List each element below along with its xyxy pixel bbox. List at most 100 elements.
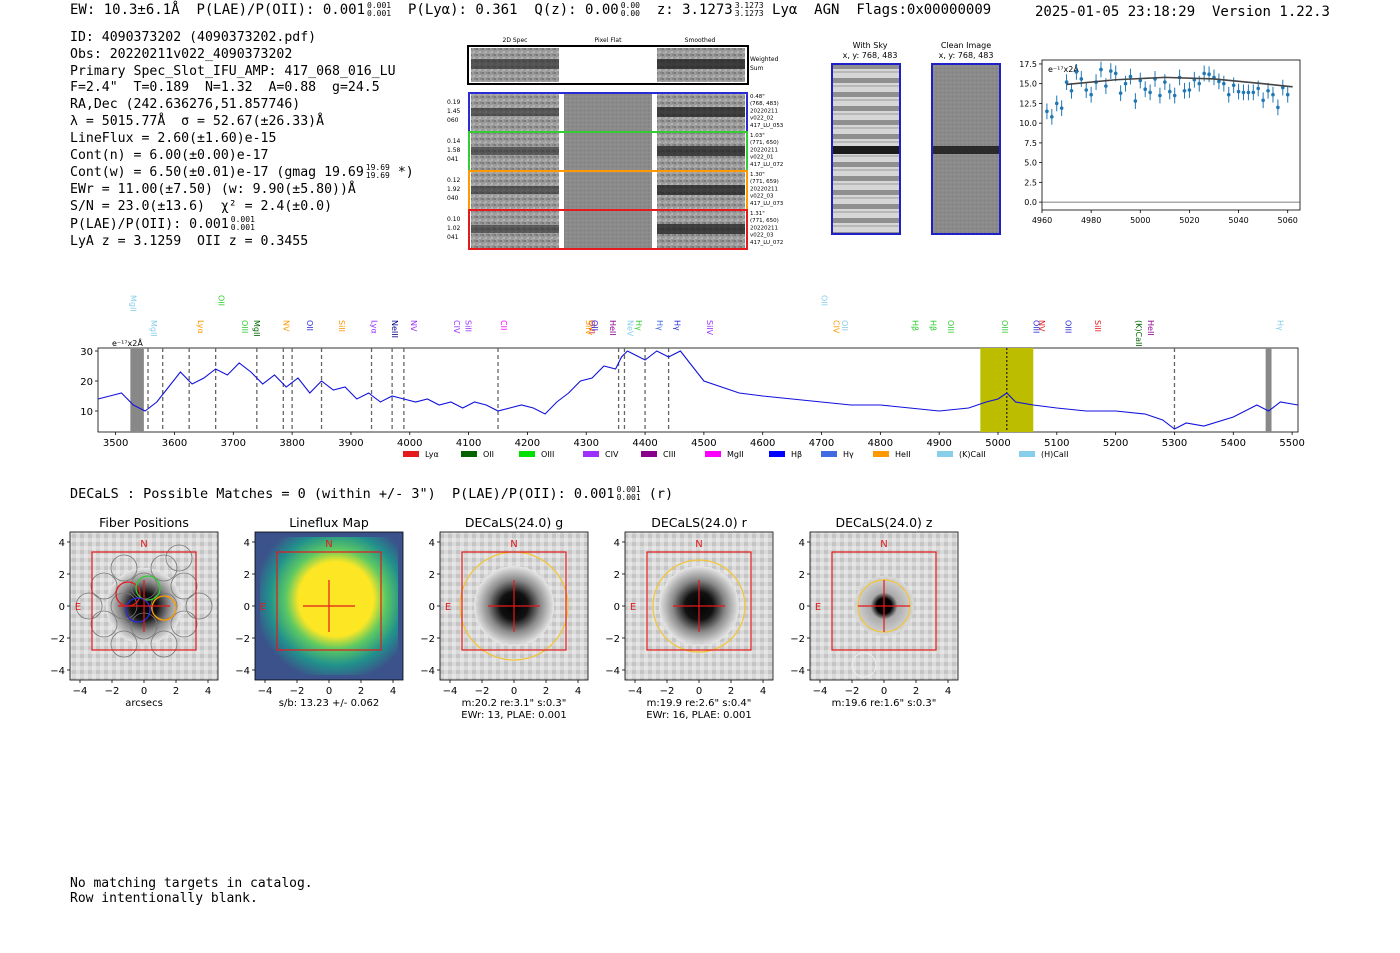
panel-xtick-label: 0 xyxy=(511,686,517,697)
zoom-data-point xyxy=(1187,88,1192,92)
info-plae: P(LAE)/P(OII): 0.001 0.001 0.001 xyxy=(70,215,414,234)
ew-value: EW: 10.3±6.1Å xyxy=(70,2,180,18)
zoom-data-point xyxy=(1261,98,1265,103)
info-contw: Cont(w) = 6.50(±0.01)e-17 (gmag 19.69 19.… xyxy=(70,164,414,182)
fiber-circle xyxy=(185,592,213,620)
row-right-label: (771, 650) xyxy=(750,218,779,224)
with-sky-title: With Sky xyxy=(853,41,888,50)
zoom-data-point xyxy=(1089,92,1093,97)
zoom-data-point xyxy=(1226,92,1231,97)
row-left-label: 0.10 xyxy=(447,216,461,223)
east-label: E xyxy=(260,602,266,613)
spectrum-xtick-label: 5400 xyxy=(1221,438,1246,449)
panel-caption-2: EWr: 13, PLAE: 0.001 xyxy=(461,710,567,721)
panel-caption: m:19.6 re:1.6" s:0.3" xyxy=(832,698,937,709)
panel-xtick-label: 4 xyxy=(205,686,211,697)
sum-label: Sum xyxy=(750,65,764,72)
panel-ytick-label: 0 xyxy=(244,602,250,613)
weighted-smoothed-band xyxy=(657,59,745,69)
spectrum-xtick-label: 3600 xyxy=(162,438,187,449)
legend-swatch xyxy=(403,451,419,457)
panel-title: Fiber Positions xyxy=(99,515,189,530)
masked-region xyxy=(1265,348,1272,432)
panel-ytick-label: 0 xyxy=(429,602,435,613)
row-right-label: v022_03 xyxy=(750,233,774,239)
row-right-label: v022_02 xyxy=(750,116,774,122)
info-sn: S/N = 23.0(±13.6) χ² = 2.4(±0.0) xyxy=(70,198,333,214)
row-right-label: 20220211 xyxy=(750,225,778,231)
panel-xtick-label: −2 xyxy=(475,686,490,697)
east-label: E xyxy=(630,602,636,613)
legend-label: CIII xyxy=(663,450,676,459)
panel-ytick-label: −4 xyxy=(420,666,435,677)
zoom-data-point xyxy=(1054,101,1059,106)
zoom-data-point xyxy=(1099,67,1103,72)
row-left-label: 041 xyxy=(447,156,459,163)
zoom-xtick-label: 5020 xyxy=(1179,216,1199,225)
zoom-ytick-label: 12.5 xyxy=(1019,99,1037,108)
zoom-data-point xyxy=(1163,80,1167,84)
panel-xtick-label: 4 xyxy=(390,686,396,697)
legend-swatch xyxy=(1019,451,1035,457)
zoom-ytick-label: 0.0 xyxy=(1024,198,1037,207)
spectrum-legend: Lyα OII OIII CIV CIII MgII Hβ Hγ HeII (K)CaII (H)C… xyxy=(403,450,1068,459)
legend-label: Hγ xyxy=(843,450,854,459)
panel-ytick-label: 2 xyxy=(429,570,435,581)
decals-lo: 0.001 xyxy=(616,493,641,502)
image-panel: DECaLS(24.0) g N E −4 −2 0 2 4 4 2 0 −2 −4 m:20.2 re:… xyxy=(420,515,589,721)
zoom-data-point xyxy=(1236,89,1241,94)
spectrum-xtick-label: 4300 xyxy=(574,438,599,449)
line-label: NV xyxy=(1037,320,1046,332)
panel-ytick-label: 4 xyxy=(244,538,250,549)
row-right-label: 20220211 xyxy=(750,186,778,192)
line-label: OII xyxy=(305,320,314,331)
zoom-data-point xyxy=(1182,88,1187,93)
zoom-ytick-label: 7.5 xyxy=(1024,139,1037,148)
legend-label: OII xyxy=(483,450,494,459)
zoom-data-point xyxy=(1222,81,1226,86)
line-label: SiII xyxy=(1093,320,1102,332)
qz-hi: 0.00 xyxy=(620,1,640,10)
legend-label: HeII xyxy=(895,450,911,459)
row-right-label: 417_LU_073 xyxy=(750,201,784,207)
contw-tail: *) xyxy=(397,165,414,181)
flags-value: Lyα AGN Flags:0x00000009 xyxy=(772,2,992,18)
line-label: OVI xyxy=(587,320,596,334)
zoom-xtick-label: 5000 xyxy=(1130,216,1150,225)
zoom-xtick-label: 5040 xyxy=(1228,216,1248,225)
footer-line1: No matching targets in catalog. xyxy=(70,876,313,891)
line-label: Hβ xyxy=(928,320,937,331)
line-label: SiIV xyxy=(584,320,593,336)
row-right-label: 1.30" xyxy=(750,172,765,178)
panel-ytick-label: −4 xyxy=(605,666,620,677)
row-left-label: 0.12 xyxy=(447,177,461,184)
row-right-label: 417_LU_072 xyxy=(750,162,783,168)
panel-ytick-label: 2 xyxy=(244,570,250,581)
info-obs: Obs: 20220211v022_4090373202 xyxy=(70,46,293,62)
row-right-label: (771, 650) xyxy=(750,140,779,146)
panel-ytick-label: −4 xyxy=(50,666,65,677)
line-label: SiII xyxy=(464,320,473,332)
zoom-data-point xyxy=(1271,92,1275,97)
fiber-circle xyxy=(170,572,198,600)
decals-hi: 0.001 xyxy=(616,485,641,494)
line-label: Hβ xyxy=(911,320,920,331)
masked-region xyxy=(130,348,144,432)
line-label: Lyα xyxy=(196,320,205,334)
panel-title: Lineflux Map xyxy=(289,515,369,530)
line-label: NeIII xyxy=(390,320,399,338)
zoom-data-point xyxy=(1064,80,1069,84)
panel-caption: m:19.9 re:2.6" s:0.4" xyxy=(647,698,752,709)
row-smoothed-trace xyxy=(657,185,745,195)
spectrum-ytick-label: 10 xyxy=(80,407,93,418)
zoom-data-point xyxy=(1118,91,1123,95)
decals-tail: (r) xyxy=(648,486,674,502)
info-fit: F=2.4" T=0.189 N=1.32 A=0.88 g=24.5 xyxy=(70,80,380,96)
spectrum-xtick-label: 4700 xyxy=(809,438,834,449)
panel-xtick-label: −4 xyxy=(73,686,88,697)
panel-xtick-label: −4 xyxy=(628,686,643,697)
fiber-circle-blue xyxy=(125,597,151,623)
image-panel: DECaLS(24.0) r N E −4 −2 0 2 4 4 2 0 −2 −4 m:19.9 re:… xyxy=(605,515,774,721)
panel-xtick-label: 2 xyxy=(543,686,549,697)
panel-ytick-label: −2 xyxy=(420,634,435,645)
